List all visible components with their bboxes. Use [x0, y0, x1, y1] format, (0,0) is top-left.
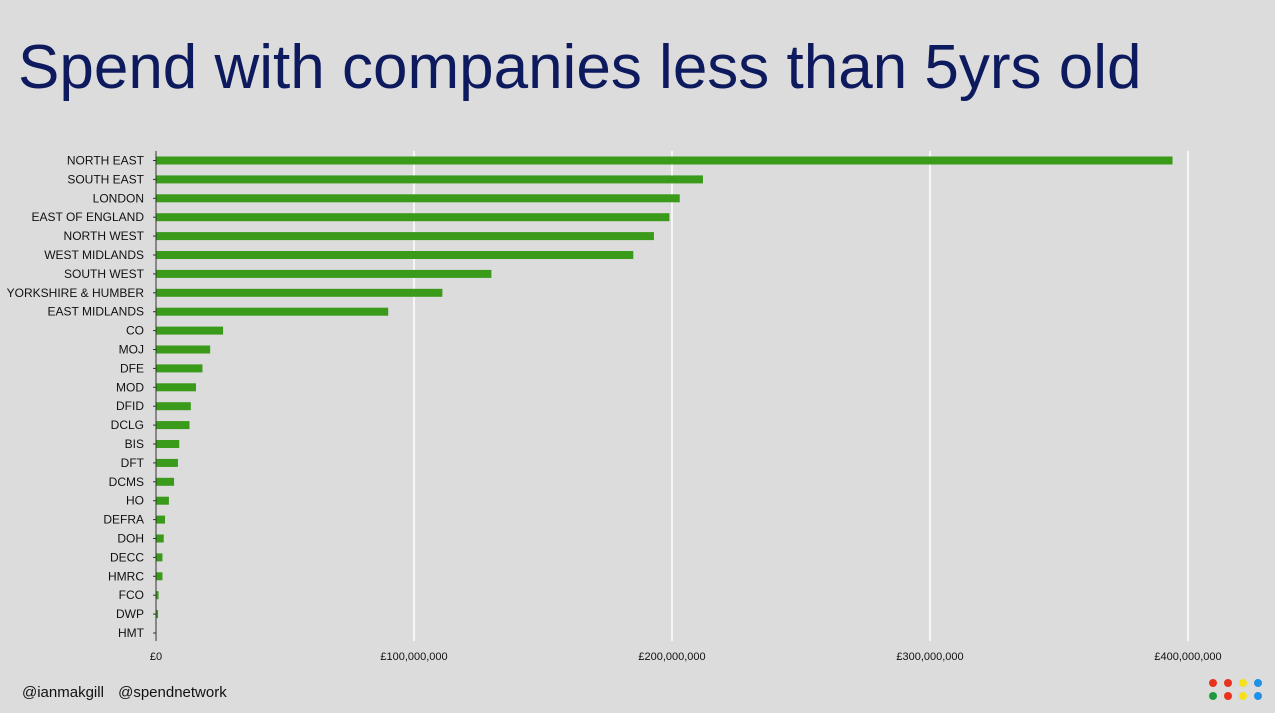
category-label: EAST OF ENGLAND [32, 210, 145, 224]
category-label: FCO [119, 588, 144, 602]
category-label: CO [126, 324, 144, 338]
category-label: LONDON [93, 191, 144, 205]
bar [156, 326, 224, 335]
footer: @ianmakgill @spendnetwork [22, 684, 237, 701]
grid-lines [413, 151, 1189, 641]
bar [156, 440, 180, 448]
category-label: WEST MIDLANDS [44, 248, 144, 262]
category-label: DOH [117, 532, 144, 546]
bar [156, 458, 178, 467]
bar [156, 515, 166, 524]
bar [156, 421, 190, 430]
category-label: HMT [118, 626, 145, 640]
category-label: DFID [116, 399, 144, 413]
logo-dot [1254, 692, 1262, 700]
category-label: HMRC [108, 569, 144, 583]
bar [156, 572, 163, 581]
logo-dot [1209, 692, 1217, 700]
footer-handle-spendnetwork[interactable]: @spendnetwork [118, 684, 227, 701]
x-tick-label: £400,000,000 [1154, 651, 1221, 663]
category-label: DFE [120, 361, 144, 375]
category-label: DCMS [109, 475, 144, 489]
category-label: BIS [125, 437, 144, 451]
logo-dot [1224, 679, 1232, 687]
category-label: MOJ [119, 343, 144, 357]
category-label: SOUTH WEST [64, 267, 145, 281]
category-label: DFT [121, 456, 145, 470]
x-tick-label: £0 [150, 651, 162, 663]
x-tick-label: £100,000,000 [380, 651, 447, 663]
bar [156, 175, 703, 184]
bar [156, 496, 169, 505]
bar [156, 610, 159, 619]
x-tick-label: £200,000,000 [638, 651, 705, 663]
logo-dot [1239, 679, 1247, 687]
bar [156, 553, 163, 562]
axes [153, 151, 157, 641]
logo-dot [1209, 679, 1217, 687]
bar [156, 591, 159, 600]
category-label: DWP [116, 607, 144, 621]
logo-dot [1224, 692, 1232, 700]
category-label: SOUTH EAST [67, 172, 144, 186]
bar [156, 232, 654, 241]
page-title: Spend with companies less than 5yrs old [18, 33, 1142, 102]
bar [156, 477, 175, 486]
bar [156, 402, 191, 411]
bar [156, 156, 1173, 165]
bar [156, 269, 492, 278]
bar [156, 213, 670, 222]
logo-dot [1239, 692, 1247, 700]
category-label: YORKSHIRE & HUMBER [7, 286, 145, 300]
category-label: DCLG [111, 418, 144, 432]
category-label: DECC [110, 550, 144, 564]
category-label: NORTH EAST [67, 154, 145, 168]
footer-handle-ianmakgill[interactable]: @ianmakgill [22, 684, 104, 701]
bar [156, 288, 443, 297]
bar [156, 534, 164, 543]
bar [156, 345, 211, 354]
bar [156, 307, 389, 316]
spendnetwork-logo-icon [1209, 679, 1263, 701]
category-label: HO [126, 494, 144, 508]
category-label: DEFRA [103, 513, 144, 527]
category-label: MOD [116, 380, 144, 394]
category-label: NORTH WEST [64, 229, 145, 243]
bar [156, 383, 196, 392]
bar [156, 364, 203, 373]
labels: NORTH EAST SOUTH EAST LONDON EAST OF ENGLAN… [7, 154, 1222, 664]
bar [156, 194, 680, 203]
logo-dot [1254, 679, 1262, 687]
bars [156, 156, 1173, 619]
x-tick-label: £300,000,000 [896, 651, 963, 663]
bar [156, 251, 634, 259]
category-label: EAST MIDLANDS [48, 305, 144, 319]
